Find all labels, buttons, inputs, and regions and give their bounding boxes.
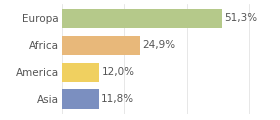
Text: 11,8%: 11,8% [101,94,134,104]
Text: 24,9%: 24,9% [142,40,175,50]
Bar [62,36,139,55]
Bar [62,9,222,28]
Text: 51,3%: 51,3% [225,13,258,23]
Bar [62,90,99,109]
Text: 12,0%: 12,0% [102,67,135,77]
Bar [62,63,99,82]
